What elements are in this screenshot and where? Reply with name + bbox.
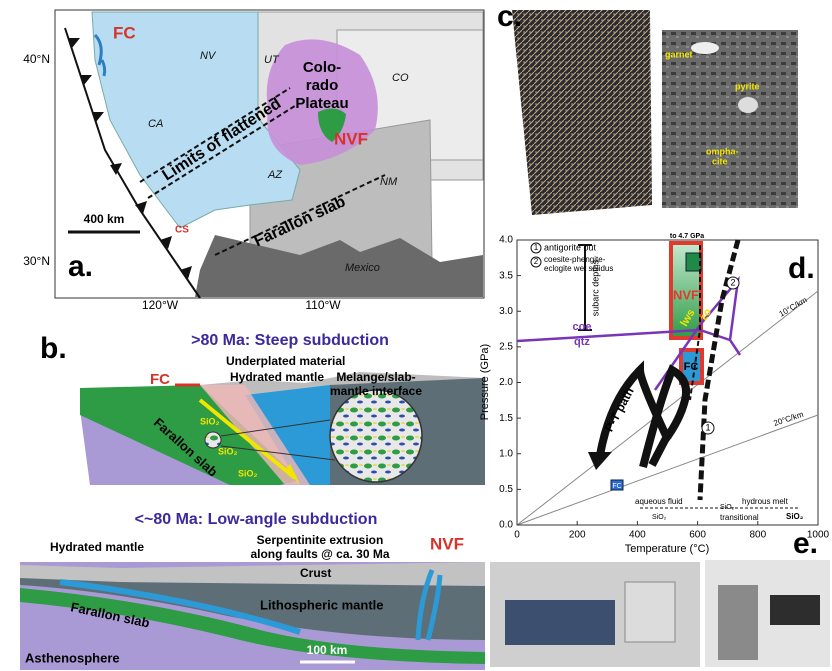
lat-label: 40°N xyxy=(23,52,50,66)
label-hydrated: Hydrated mantle xyxy=(50,540,144,554)
label-sio2: SiO₂ xyxy=(218,446,238,456)
label-sio2: SiO₂ xyxy=(238,468,258,478)
label-qtz: qtz xyxy=(574,336,590,348)
label-trans: transitional xyxy=(720,513,759,522)
x-tick-label: 200 xyxy=(569,530,586,541)
plateau-line: Plateau xyxy=(295,95,348,112)
scale-label: 100 km xyxy=(307,643,348,657)
label-underplated: Underplated material xyxy=(226,354,345,368)
panel-label: d. xyxy=(788,252,815,285)
label-melange: Melange/slab- xyxy=(336,370,415,384)
mineral-label: pyrite xyxy=(735,81,760,91)
y-tick-label: 0.0 xyxy=(499,520,513,531)
mineral-grain xyxy=(691,42,719,54)
y-tick-label: 3.5 xyxy=(499,270,513,281)
x-tick-label: 0 xyxy=(514,530,520,541)
label-serpentinite: Serpentinite extrusion xyxy=(257,533,384,547)
num: 1 xyxy=(705,422,710,432)
legend-text: eclogite wet solidus xyxy=(544,264,613,273)
label-nm: NM xyxy=(380,176,398,188)
monitor xyxy=(770,595,820,625)
lat-label: 30°N xyxy=(23,254,50,268)
section-title: <~80 Ma: Low-angle subduction xyxy=(135,511,378,528)
panel-label: e. xyxy=(793,527,818,560)
y-tick-label: 1.5 xyxy=(499,413,513,424)
x-axis-label: Temperature (°C) xyxy=(625,543,709,555)
label-sio2: SiO₂ xyxy=(652,514,667,521)
label-sio2: SiO₂ xyxy=(200,416,220,426)
label-az: AZ xyxy=(267,169,283,181)
panel-label: c. xyxy=(497,0,522,33)
y-tick-label: 3.0 xyxy=(499,306,513,317)
plateau-line: rado xyxy=(306,77,339,94)
label-melange: mantle interface xyxy=(330,384,422,398)
label-ut: UT xyxy=(264,54,280,66)
thin-section-photo xyxy=(512,10,652,215)
instrument xyxy=(505,600,615,645)
label-ca: CA xyxy=(148,118,163,130)
scale-label: 400 km xyxy=(84,212,125,226)
x-tick-label: 400 xyxy=(629,530,646,541)
label-co: CO xyxy=(392,72,409,84)
label-coe: coe xyxy=(573,321,592,333)
melange-zoom xyxy=(330,390,422,482)
label-astheno: Asthenosphere xyxy=(25,650,120,665)
label-crust: Crust xyxy=(300,566,331,580)
label-nvf: NVF xyxy=(430,534,464,553)
label-lith: Lithospheric mantle xyxy=(260,597,384,612)
panel-d: d. to 4.7 GPa 1 2 1 2 antigorite out coe… xyxy=(479,233,830,555)
figure: FC NV UT CO Colo- rado Plateau NVF CA AZ… xyxy=(0,0,832,671)
y-axis-label: Pressure (GPa) xyxy=(479,344,491,420)
label-serpentinite: along faults @ ca. 30 Ma xyxy=(250,547,389,561)
label-nvf: NVF xyxy=(334,129,368,148)
label-fluid: aqueous fluid xyxy=(635,497,683,506)
x-tick-label: 800 xyxy=(749,530,766,541)
panel-label: a. xyxy=(68,250,93,283)
label-fc: FC xyxy=(150,371,170,388)
y-tick-label: 0.5 xyxy=(499,484,513,495)
mineral-label: cite xyxy=(712,156,728,166)
section-title: >80 Ma: Steep subduction xyxy=(191,332,389,349)
label-nv: NV xyxy=(200,50,217,62)
instrument xyxy=(718,585,758,660)
num: 2 xyxy=(730,277,735,287)
lon-label: 110°W xyxy=(305,298,341,312)
legend-text: antigorite out xyxy=(544,242,597,252)
arrow-note: to 4.7 GPa xyxy=(670,233,704,240)
y-tick-label: 2.5 xyxy=(499,342,513,353)
label-cs: CS xyxy=(175,225,189,236)
mineral-grain xyxy=(738,97,758,113)
label-fc: FC xyxy=(684,361,699,373)
y-tick-label: 2.0 xyxy=(499,377,513,388)
num: 1 xyxy=(534,243,539,252)
nvf-marker xyxy=(686,253,701,271)
panel-label: b. xyxy=(40,332,67,365)
mineral-label: garnet xyxy=(665,49,693,59)
label-sio2: SiO₂ xyxy=(720,504,735,511)
y-tick-label: 4.0 xyxy=(499,235,513,246)
label-mexico: Mexico xyxy=(345,262,380,274)
panel-b: b. >80 Ma: Steep subduction FC Underplat… xyxy=(20,332,485,670)
plateau-line: Colo- xyxy=(303,59,341,76)
x-tick-label: 600 xyxy=(689,530,706,541)
panel-c: c. garnet pyrite ompha- cite xyxy=(497,0,798,215)
label-sio2: SiO₂ xyxy=(786,512,804,521)
subarc-label: subarc depths xyxy=(590,259,600,316)
panel-a: FC NV UT CO Colo- rado Plateau NVF CA AZ… xyxy=(23,10,484,312)
label-hydrated: Hydrated mantle xyxy=(230,370,324,384)
label-melt: hydrous melt xyxy=(742,497,789,506)
instrument xyxy=(625,582,675,642)
label-fc-small: FC xyxy=(612,483,621,490)
y-tick-label: 1.0 xyxy=(499,448,513,459)
mineral-label: ompha- xyxy=(706,146,739,156)
label-fc: FC xyxy=(113,23,136,42)
lon-label: 120°W xyxy=(142,298,179,312)
num: 2 xyxy=(534,257,539,266)
label-nvf: NVF xyxy=(673,287,699,302)
